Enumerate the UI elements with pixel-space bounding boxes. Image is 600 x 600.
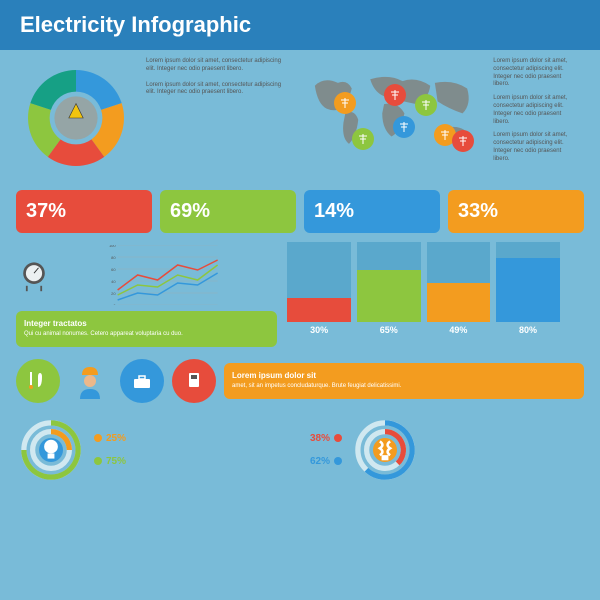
stat-box: 33%	[448, 190, 584, 233]
tools-row: Lorem ipsum dolor sit amet, sit an impet…	[0, 355, 600, 407]
map-text-1: Lorem ipsum dolor sit amet, consectetur …	[493, 58, 573, 89]
worker-icon	[68, 359, 112, 403]
infographic-page: Electricity Infographic Lorem ipsum dolo…	[0, 0, 600, 600]
meter-icon	[16, 257, 52, 293]
stat-boxes: 37%69%14%33%	[0, 186, 600, 237]
bar: 49%	[427, 242, 491, 335]
stat-box: 37%	[16, 190, 152, 233]
donut-right-group: 38%62%	[310, 415, 584, 485]
map-text-2: Lorem ipsum dolor sit amet, consectetur …	[493, 95, 573, 126]
donut-left-group: 25%75%	[16, 415, 290, 485]
mid-left: 100 80 60 40 20 0 Integer tractatos Qui cu an…	[16, 245, 277, 347]
wheel-text-2: Lorem ipsum dolor sit amet, consectetur …	[146, 82, 289, 98]
toolbox-icon	[120, 359, 164, 403]
multimeter-icon	[172, 359, 216, 403]
donuts-row: 25%75% 38%62%	[0, 407, 600, 493]
donut-left-labels: 25%75%	[94, 433, 126, 467]
line-chart: 100 80 60 40 20 0	[58, 245, 277, 305]
orange-callout: Lorem ipsum dolor sit amet, sit an impet…	[224, 363, 584, 399]
stat-box: 14%	[304, 190, 440, 233]
map-section: Lorem ipsum dolor sit amet, consectetur …	[301, 58, 574, 178]
orange-body: amet, sit an impetus concludaturque. Bru…	[232, 383, 576, 391]
orange-title: Lorem ipsum dolor sit	[232, 371, 576, 380]
wheel-text-blocks: Lorem ipsum dolor sit amet, consectetur …	[146, 58, 289, 178]
header: Electricity Infographic	[0, 0, 600, 50]
page-title: Electricity Infographic	[20, 12, 251, 38]
tools-icon	[16, 359, 60, 403]
stat-box: 69%	[160, 190, 296, 233]
top-row: Lorem ipsum dolor sit amet, consectetur …	[0, 50, 600, 186]
middle-row: 100 80 60 40 20 0 Integer tractatos Qui cu an…	[0, 237, 600, 355]
svg-text:80: 80	[111, 255, 116, 260]
map-text-3: Lorem ipsum dolor sit amet, consectetur …	[493, 132, 573, 163]
cfl-icon	[373, 438, 397, 462]
svg-text:40: 40	[111, 279, 116, 284]
segment-wheel	[16, 58, 136, 178]
wheel-text-1: Lorem ipsum dolor sit amet, consectetur …	[146, 58, 289, 74]
bar: 80%	[496, 242, 560, 335]
svg-text:100: 100	[109, 245, 116, 248]
donut-right-labels: 38%62%	[310, 433, 342, 467]
map-text-blocks: Lorem ipsum dolor sit amet, consectetur …	[493, 58, 573, 178]
line-chart-block: 100 80 60 40 20 0	[16, 245, 277, 305]
green-title: Integer tractatos	[24, 319, 269, 328]
bar-chart: 30%65%49%80%	[287, 245, 560, 335]
donut-left	[16, 415, 86, 485]
world-map	[301, 58, 486, 178]
wheel-section: Lorem ipsum dolor sit amet, consectetur …	[16, 58, 289, 178]
donut-right	[350, 415, 420, 485]
svg-text:0: 0	[113, 303, 116, 305]
green-callout: Integer tractatos Qui cu animal nonumes.…	[16, 311, 277, 347]
green-body: Qui cu animal nonumes. Cetero appareat v…	[24, 331, 269, 339]
svg-text:60: 60	[111, 267, 116, 272]
bulb-icon	[39, 438, 63, 462]
bar: 65%	[357, 242, 421, 335]
svg-text:20: 20	[111, 291, 116, 296]
mid-right: 30%65%49%80%	[287, 245, 560, 347]
bar: 30%	[287, 242, 351, 335]
